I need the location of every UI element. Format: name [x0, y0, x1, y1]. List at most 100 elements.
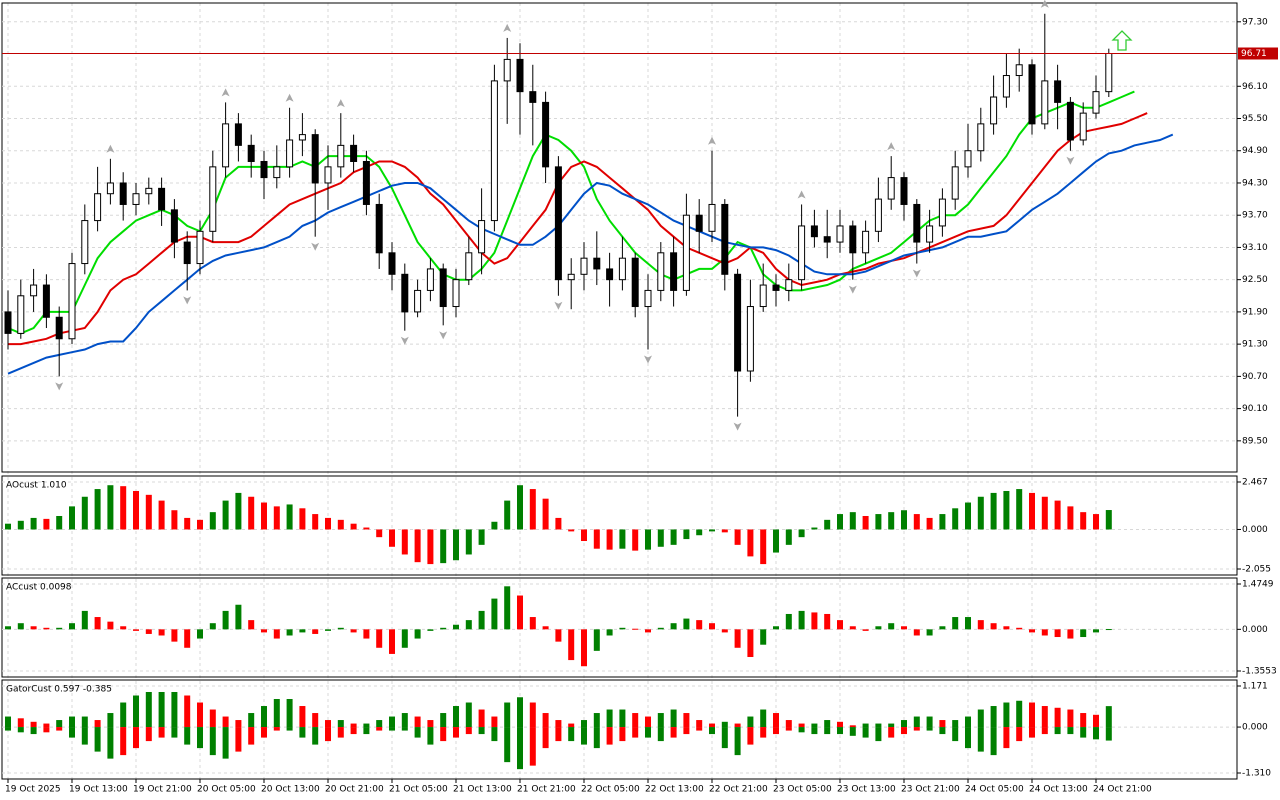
candle-body [362, 160, 370, 205]
histogram-bar [248, 620, 255, 630]
gator-bar [773, 713, 779, 728]
histogram-bar [69, 623, 75, 630]
histogram-bar [171, 510, 178, 530]
gator-bar [888, 727, 895, 738]
candle-body [1041, 80, 1049, 125]
gator-bar [1105, 727, 1112, 741]
histogram-bar [414, 629, 421, 639]
histogram-bar [709, 623, 715, 630]
candle-body [708, 203, 716, 232]
gator-bar [376, 720, 383, 728]
gator-bar [568, 727, 575, 742]
gator-bar [862, 727, 869, 738]
histogram-bar [645, 629, 651, 633]
candle-body [4, 311, 12, 334]
histogram-bar [30, 517, 37, 530]
gator-bar [1016, 700, 1023, 728]
gator-bar [1054, 727, 1061, 735]
candle-body [977, 123, 985, 152]
gator-bar [235, 727, 242, 752]
histogram-bar [465, 620, 472, 630]
histogram-bar [862, 515, 869, 530]
gator-bar [145, 691, 152, 728]
candle-body [938, 198, 946, 227]
candle-body [682, 214, 690, 291]
histogram-bar [1067, 506, 1074, 530]
gator-bar [990, 727, 997, 756]
gator-bar [926, 716, 933, 728]
candle-body [55, 316, 63, 340]
candle-body [68, 263, 76, 340]
gator-bar [721, 721, 728, 728]
gator-bar [133, 727, 139, 749]
histogram-bar [785, 529, 792, 545]
histogram-bar [529, 617, 536, 630]
histogram-bar [286, 629, 293, 636]
gator-bar [273, 699, 280, 728]
histogram-bar [171, 629, 178, 642]
candle-body [1066, 101, 1074, 141]
gator-bar [453, 727, 459, 738]
histogram-bar [197, 629, 203, 639]
gator-bar [376, 727, 383, 731]
fractal-up [285, 93, 294, 102]
y-tick-label: 97.30 [1242, 17, 1268, 27]
histogram-bar [17, 520, 24, 530]
fractal-down [1066, 156, 1075, 165]
gator-bar [657, 727, 664, 742]
moving-average-line [7, 90, 1135, 335]
histogram-bar [286, 504, 293, 530]
histogram-bar [1003, 490, 1010, 530]
histogram-bar [1054, 500, 1061, 530]
fractal-down [848, 285, 857, 294]
histogram-bar [350, 629, 357, 633]
candle-body [298, 134, 306, 141]
histogram-bar [824, 613, 831, 630]
candle-body [913, 203, 921, 243]
fractal-up [106, 144, 115, 153]
x-tick-label: 24 Oct 21:00 [1093, 785, 1152, 795]
candle-body [529, 91, 537, 103]
histogram-bar [69, 506, 75, 530]
histogram-bar [849, 512, 856, 530]
candle-body [183, 241, 191, 265]
fractal-down [311, 242, 320, 251]
histogram-bar [312, 514, 319, 530]
fractal-up [1040, 0, 1049, 8]
fractal-down [912, 269, 921, 278]
histogram-bar [811, 612, 818, 630]
histogram-bar [965, 617, 971, 630]
gator-bar [491, 727, 498, 742]
gator-bar [568, 723, 575, 728]
candle-body [145, 187, 153, 195]
gator-bar [581, 720, 587, 728]
gator-bar [43, 727, 50, 733]
y-tick-label: 89.50 [1242, 436, 1268, 446]
fractal-up [336, 99, 345, 108]
histogram-bar [299, 629, 306, 633]
y-tick-label: -1.3553 [1242, 667, 1277, 677]
gator-bar [209, 727, 216, 756]
histogram-bar [901, 510, 907, 530]
x-tick-label: 22 Oct 05:00 [581, 785, 640, 795]
gator-bar [363, 723, 370, 728]
histogram-bar [145, 494, 152, 530]
gator-bar [312, 713, 319, 728]
candle-body [874, 198, 882, 232]
gator-bar [389, 716, 395, 728]
histogram-bar [81, 610, 88, 630]
histogram-bar [145, 629, 152, 634]
y-tick-label: 94.90 [1242, 146, 1268, 156]
gator-bar [517, 727, 523, 770]
gator-bar [1080, 713, 1087, 728]
gator-bar [158, 727, 165, 738]
gator-bar [965, 716, 971, 728]
histogram-bar [197, 519, 203, 530]
candle-body [695, 214, 703, 232]
gator-bar [837, 727, 843, 735]
y-tick-label: 0.000 [1242, 723, 1268, 733]
histogram-bar [478, 529, 485, 545]
candle-body [606, 268, 614, 281]
candle-body [593, 257, 601, 270]
